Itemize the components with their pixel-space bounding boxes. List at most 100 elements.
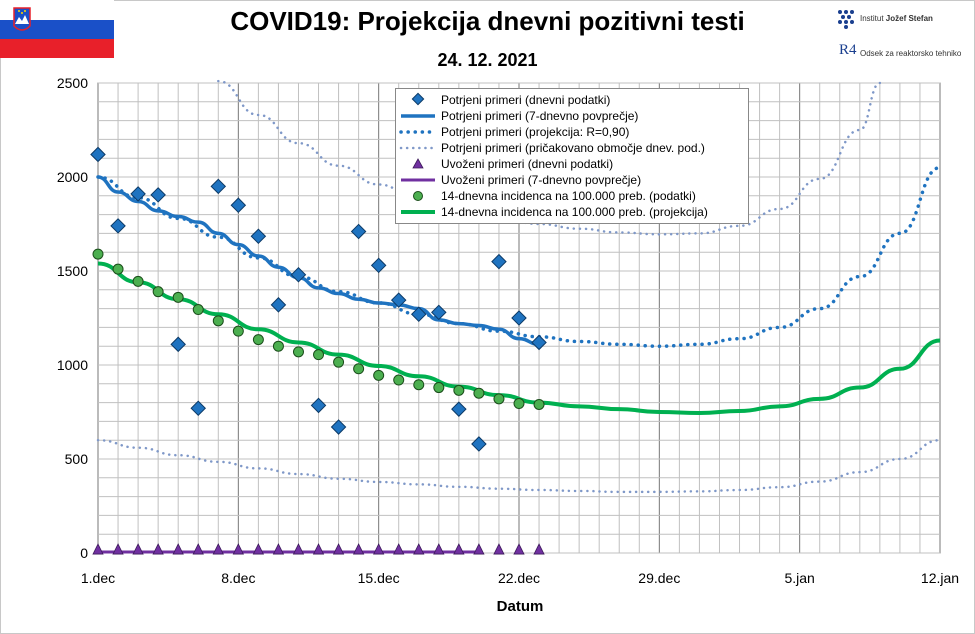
data-point-triangle [373,543,385,555]
legend-label: Uvoženi primeri (7-dnevno povprečje) [441,173,642,187]
data-point-circle [292,346,304,358]
series-line-dotted-light [217,79,882,236]
flag-red-stripe [0,39,114,58]
y-tick-label: 0 [80,545,88,561]
legend-label: Potrjeni primeri (pričakovano območje dn… [441,141,705,155]
data-point-diamond [531,334,547,351]
data-point-diamond [290,266,307,283]
slovenia-flag [0,0,114,58]
legend-label: 14-dnevna incidenca na 100.000 preb. (pr… [441,205,708,219]
data-point-circle [232,325,244,337]
y-tick-label: 2500 [57,75,88,91]
data-point-diamond [451,401,467,417]
legend-item: Potrjeni primeri (7-dnevno povprečje) [396,108,748,124]
legend-label: Potrjeni primeri (dnevni podatki) [441,93,611,107]
data-point-circle [92,248,104,260]
chart-subtitle-date: 24. 12. 2021 [437,50,538,70]
data-point-triangle [453,543,465,555]
data-point-triangle [232,543,244,555]
data-point-diamond [270,297,287,313]
legend-item: 14-dnevna incidenca na 100.000 preb. (po… [396,188,748,204]
ijs-dots-icon [838,10,854,29]
r4-mark: R4 [839,42,857,58]
legend-item: Potrjeni primeri (dnevni podatki) [396,92,748,108]
legend-circle-icon [413,191,423,201]
data-point-diamond [170,336,186,353]
data-point-triangle [172,543,184,555]
data-point-triangle [272,543,285,555]
x-tick-label: 12.jan [921,570,959,586]
data-point-diamond [390,292,407,308]
legend-symbol [411,92,425,106]
x-tick-label: 15.dec [358,570,400,586]
data-point-circle [473,387,485,399]
data-point-triangle [433,543,445,555]
data-point-triangle [473,543,485,555]
data-point-diamond [350,223,367,240]
data-point-circle [493,393,505,405]
data-point-circle [152,286,164,298]
data-point-circle [192,304,204,316]
data-point-triangle [212,543,224,555]
data-point-diamond [330,419,347,435]
x-tick-label: 29.dec [638,570,680,586]
data-point-diamond [230,197,247,213]
data-point-diamond [150,187,166,203]
data-point-circle [212,315,224,327]
data-point-circle [453,384,465,396]
data-point-diamond [471,436,487,452]
data-point-diamond [130,186,146,202]
data-point-circle [252,334,264,346]
institute-logo: Institut Jožef Stefan R4 Odsek za reakto… [836,8,971,68]
data-point-diamond [90,146,106,163]
data-point-diamond [190,400,207,417]
data-point-triangle [152,543,164,555]
legend-item: Uvoženi primeri (7-dnevno povprečje) [396,172,748,188]
data-point-triangle [312,543,325,555]
legend-symbol [399,146,437,150]
data-point-circle [333,356,345,368]
institute-prefix: Institut [860,14,886,23]
legend-symbol [413,191,423,201]
data-point-triangle [413,543,425,555]
y-tick-label: 2000 [57,169,88,185]
institute-name: Jožef Stefan [885,14,933,23]
department-name: Odsek za reaktorsko tehniko [860,49,962,58]
data-point-diamond [110,218,126,234]
y-tick-label: 1000 [57,357,88,373]
y-tick-label: 500 [65,451,89,467]
y-tick-label: 1500 [57,263,88,279]
data-point-circle [353,363,365,375]
data-point-triangle [192,543,204,555]
coat-of-arms-icon [13,7,31,31]
series-layer [90,79,942,555]
legend-symbol [401,210,435,214]
legend-symbol [412,158,424,169]
data-point-diamond [250,228,267,244]
data-point-triangle [92,543,104,555]
data-point-circle [272,340,284,352]
data-point-circle [172,291,184,303]
legend-label: Potrjeni primeri (7-dnevno povprečje) [441,109,639,123]
legend-item: Potrjeni primeri (pričakovano območje dn… [396,140,748,156]
data-point-triangle [533,543,545,555]
data-point-circle [132,275,144,287]
data-point-circle [533,398,545,410]
legend-item: Potrjeni primeri (projekcija: R=0,90) [396,124,748,140]
x-tick-label: 1.dec [81,570,115,586]
data-point-triangle [112,543,124,555]
legend-label: 14-dnevna incidenca na 100.000 preb. (po… [441,189,696,203]
data-point-circle [373,369,385,381]
data-point-triangle [493,543,505,555]
x-axis-title: Datum [497,598,544,615]
data-point-diamond [310,397,327,414]
legend-label: Potrjeni primeri (projekcija: R=0,90) [441,125,630,139]
x-tick-label: 5.jan [784,570,814,586]
data-point-triangle [393,543,405,555]
data-point-circle [513,398,525,410]
data-point-diamond [210,178,227,195]
data-point-triangle [292,543,305,555]
series-line-dotted-light [96,438,942,494]
chart-title: COVID19: Projekcija dnevni pozitivni tes… [230,6,745,36]
